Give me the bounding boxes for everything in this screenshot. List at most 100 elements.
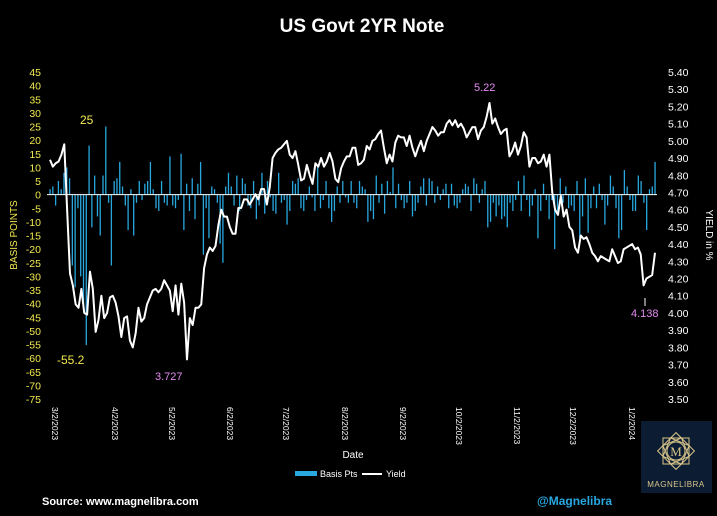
bar — [428, 178, 430, 195]
bar — [205, 194, 207, 209]
bar — [172, 194, 174, 206]
bar — [559, 178, 561, 195]
bar — [54, 194, 57, 206]
bar — [473, 178, 475, 195]
x-tick-label: 8/2/2023 — [340, 407, 350, 440]
bar — [155, 194, 157, 209]
bar — [475, 183, 478, 195]
bar — [96, 194, 99, 217]
bar — [512, 194, 514, 211]
bar — [261, 172, 263, 195]
left-tick-label: -25 — [26, 258, 41, 270]
right-tick-label: 5.00 — [668, 136, 689, 148]
bar — [601, 194, 603, 201]
bar — [289, 194, 291, 211]
bar — [637, 175, 639, 195]
bar — [280, 194, 283, 203]
annotation-min-bp: -55.2 — [57, 353, 85, 367]
bar — [584, 178, 586, 195]
bar — [328, 194, 330, 209]
x-tick-label: 10/2/2023 — [454, 407, 464, 445]
bar — [643, 194, 645, 203]
bar — [199, 161, 202, 195]
bar — [576, 181, 578, 195]
bar — [632, 194, 634, 211]
bar — [60, 189, 62, 195]
bar — [183, 194, 185, 231]
bar — [152, 189, 154, 195]
bar — [370, 194, 372, 211]
x-tick-label: 6/2/2023 — [225, 407, 235, 440]
right-tick-label: 3.90 — [668, 325, 689, 337]
bar — [523, 175, 525, 195]
bar — [375, 175, 377, 195]
bar — [252, 181, 255, 195]
bar — [378, 194, 380, 203]
bar — [448, 194, 450, 209]
x-tick-label: 12/2/2023 — [568, 407, 578, 445]
bar — [255, 194, 258, 220]
bar — [534, 189, 536, 195]
bar — [91, 194, 93, 228]
bar — [63, 172, 65, 195]
bar — [361, 186, 363, 195]
bar — [604, 194, 606, 225]
bar — [567, 194, 570, 209]
bar — [236, 175, 238, 195]
bar — [439, 194, 442, 201]
x-tick-label: 11/2/2023 — [512, 407, 522, 444]
bar — [105, 126, 107, 195]
left-tick-label: -75 — [26, 394, 41, 406]
bar — [481, 189, 483, 195]
bar — [300, 194, 302, 209]
bar — [177, 194, 179, 201]
bar — [411, 194, 414, 217]
logo: M MAGNELIBRA — [641, 421, 712, 493]
bar — [381, 183, 383, 195]
bar — [127, 194, 129, 231]
logo-star-icon — [656, 431, 696, 471]
bar — [467, 186, 469, 195]
bar — [208, 194, 210, 239]
x-tick-label: 1/2/2024 — [627, 407, 637, 440]
bar — [342, 181, 344, 195]
bar — [515, 194, 517, 201]
bar — [80, 194, 82, 277]
bar — [278, 172, 280, 195]
left-tick-label: -65 — [26, 367, 41, 379]
bar — [71, 194, 73, 266]
left-tick-label: 25 — [29, 122, 41, 134]
bar — [595, 194, 598, 209]
bar — [333, 194, 336, 211]
bar — [213, 189, 216, 195]
bar — [197, 183, 199, 195]
left-tick-label: -5 — [32, 203, 41, 215]
bar — [160, 181, 163, 195]
bar — [414, 194, 416, 211]
chart-title: US Govt 2YR Note — [280, 16, 445, 37]
bar — [266, 181, 269, 195]
bar — [562, 194, 564, 203]
bar — [531, 194, 534, 206]
bar — [344, 194, 347, 198]
bar — [149, 161, 152, 195]
bar — [442, 189, 444, 195]
bar — [422, 178, 425, 195]
yield-line — [49, 101, 656, 361]
bar — [110, 194, 113, 266]
bar — [325, 181, 327, 195]
x-tick-label: 7/2/2023 — [281, 407, 291, 440]
right-axis-ticks: 5.40 5.30 5.20 5.10 5.00 4.90 4.80 4.70 4.60 4.50… — [668, 67, 689, 406]
bar — [450, 183, 453, 195]
bar — [554, 194, 556, 250]
bar — [88, 145, 90, 195]
bar — [618, 194, 620, 239]
bar — [358, 181, 361, 195]
bar — [389, 191, 391, 195]
x-tick-label: 5/2/2023 — [167, 407, 177, 440]
bar — [305, 194, 308, 201]
bar — [330, 194, 333, 222]
left-axis-title: BASIS POINTS — [9, 200, 20, 270]
bar — [409, 181, 411, 195]
bar — [459, 194, 461, 203]
